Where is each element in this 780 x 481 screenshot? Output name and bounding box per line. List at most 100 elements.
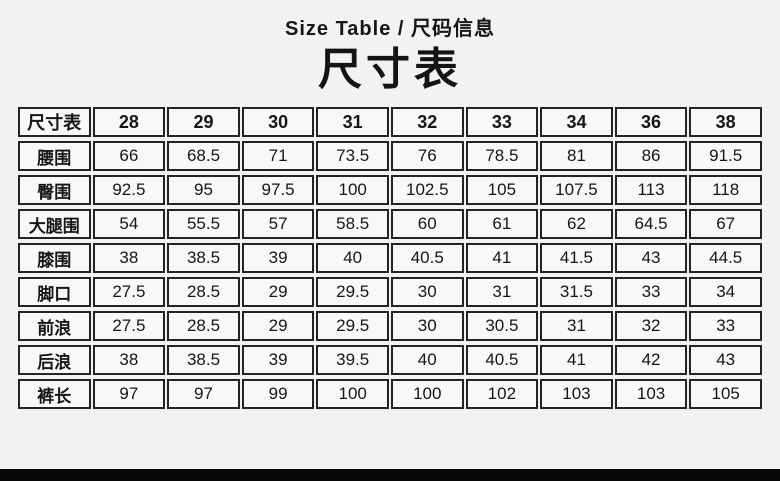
table-row: 前浪 27.5 28.5 29 29.5 30 30.5 31 32 33 (18, 311, 762, 341)
size-column-header: 32 (390, 107, 464, 137)
row-label: 脚口 (18, 277, 91, 307)
size-cell: 86 (614, 141, 688, 171)
page-subtitle: Size Table / 尺码信息 (285, 18, 495, 40)
size-cell: 107.5 (540, 175, 613, 205)
size-cell: 33 (689, 311, 762, 341)
size-cell: 31.5 (540, 277, 613, 307)
size-cell: 118 (689, 175, 762, 205)
size-cell: 27.5 (92, 311, 166, 341)
size-cell: 38 (92, 243, 166, 273)
table-row: 脚口 27.5 28.5 29 29.5 30 31 31.5 33 34 (18, 277, 762, 307)
size-cell: 78.5 (465, 141, 539, 171)
size-cell: 39 (241, 243, 315, 273)
size-column-header: 28 (92, 107, 166, 137)
table-row: 膝围 38 38.5 39 40 40.5 41 41.5 43 44.5 (18, 243, 762, 273)
size-cell: 66 (92, 141, 166, 171)
size-cell: 44.5 (689, 243, 762, 273)
table-row: 臀围 92.5 95 97.5 100 102.5 105 107.5 113 118 (18, 175, 762, 205)
size-cell: 61 (465, 209, 539, 239)
size-cell: 42 (614, 345, 688, 375)
size-cell: 27.5 (92, 277, 166, 307)
size-cell: 29.5 (316, 277, 389, 307)
size-cell: 41.5 (540, 243, 613, 273)
size-cell: 32 (614, 311, 688, 341)
size-cell: 30.5 (465, 311, 539, 341)
size-cell: 97 (167, 379, 240, 409)
size-cell: 68.5 (167, 141, 240, 171)
size-cell: 38.5 (167, 345, 240, 375)
size-cell: 105 (689, 379, 762, 409)
row-label: 裤长 (18, 379, 91, 409)
size-cell: 103 (614, 379, 688, 409)
size-cell: 62 (540, 209, 613, 239)
size-cell: 97.5 (241, 175, 315, 205)
size-cell: 92.5 (92, 175, 166, 205)
size-cell: 54 (92, 209, 166, 239)
size-column-header: 34 (540, 107, 613, 137)
size-cell: 39 (241, 345, 315, 375)
size-cell: 113 (614, 175, 688, 205)
size-column-header: 30 (241, 107, 315, 137)
size-cell: 76 (390, 141, 464, 171)
size-cell: 91.5 (689, 141, 762, 171)
size-cell: 43 (614, 243, 688, 273)
size-cell: 30 (390, 277, 464, 307)
size-cell: 67 (689, 209, 762, 239)
row-label: 大腿围 (18, 209, 91, 239)
size-cell: 60 (390, 209, 464, 239)
corner-header: 尺寸表 (18, 107, 91, 137)
row-label: 前浪 (18, 311, 91, 341)
row-label: 腰围 (18, 141, 91, 171)
size-cell: 28.5 (167, 277, 240, 307)
table-row: 腰围 66 68.5 71 73.5 76 78.5 81 86 91.5 (18, 141, 762, 171)
table-header: 尺寸表 28 29 30 31 32 33 34 36 38 (18, 107, 762, 137)
row-label: 臀围 (18, 175, 91, 205)
size-table-container: 尺寸表 28 29 30 31 32 33 34 36 38 腰围 66 68.5 71 73.5 76 78… (16, 103, 764, 413)
bottom-bar (0, 469, 780, 481)
size-cell: 81 (540, 141, 613, 171)
size-cell: 71 (241, 141, 315, 171)
size-column-header: 31 (316, 107, 389, 137)
size-cell: 102.5 (390, 175, 464, 205)
size-cell: 105 (465, 175, 539, 205)
size-cell: 30 (390, 311, 464, 341)
size-cell: 40 (390, 345, 464, 375)
size-cell: 29 (241, 311, 315, 341)
table-header-row: 尺寸表 28 29 30 31 32 33 34 36 38 (18, 107, 762, 137)
size-cell: 100 (390, 379, 464, 409)
size-cell: 102 (465, 379, 539, 409)
size-cell: 29.5 (316, 311, 389, 341)
size-table: 尺寸表 28 29 30 31 32 33 34 36 38 腰围 66 68.5 71 73.5 76 78… (16, 103, 764, 413)
size-cell: 43 (689, 345, 762, 375)
size-cell: 41 (465, 243, 539, 273)
size-cell: 39.5 (316, 345, 389, 375)
table-row: 大腿围 54 55.5 57 58.5 60 61 62 64.5 67 (18, 209, 762, 239)
size-cell: 40.5 (465, 345, 539, 375)
size-cell: 100 (316, 379, 389, 409)
size-column-header: 36 (614, 107, 688, 137)
size-cell: 100 (316, 175, 389, 205)
size-column-header: 38 (689, 107, 762, 137)
row-label: 膝围 (18, 243, 91, 273)
size-cell: 38.5 (167, 243, 240, 273)
size-cell: 31 (540, 311, 613, 341)
size-cell: 41 (540, 345, 613, 375)
table-row: 后浪 38 38.5 39 39.5 40 40.5 41 42 43 (18, 345, 762, 375)
row-label: 后浪 (18, 345, 91, 375)
table-body: 腰围 66 68.5 71 73.5 76 78.5 81 86 91.5 臀围 92.5 95 97.5… (18, 141, 762, 409)
size-cell: 73.5 (316, 141, 389, 171)
size-cell: 33 (614, 277, 688, 307)
size-cell: 38 (92, 345, 166, 375)
page-title: 尺寸表 (318, 45, 462, 94)
size-cell: 28.5 (167, 311, 240, 341)
size-cell: 103 (540, 379, 613, 409)
size-column-header: 29 (167, 107, 240, 137)
size-cell: 29 (241, 277, 315, 307)
size-cell: 95 (167, 175, 240, 205)
size-cell: 40 (316, 243, 389, 273)
size-cell: 57 (241, 209, 315, 239)
size-cell: 99 (241, 379, 315, 409)
table-row: 裤长 97 97 99 100 100 102 103 103 105 (18, 379, 762, 409)
size-cell: 31 (465, 277, 539, 307)
size-cell: 55.5 (167, 209, 240, 239)
